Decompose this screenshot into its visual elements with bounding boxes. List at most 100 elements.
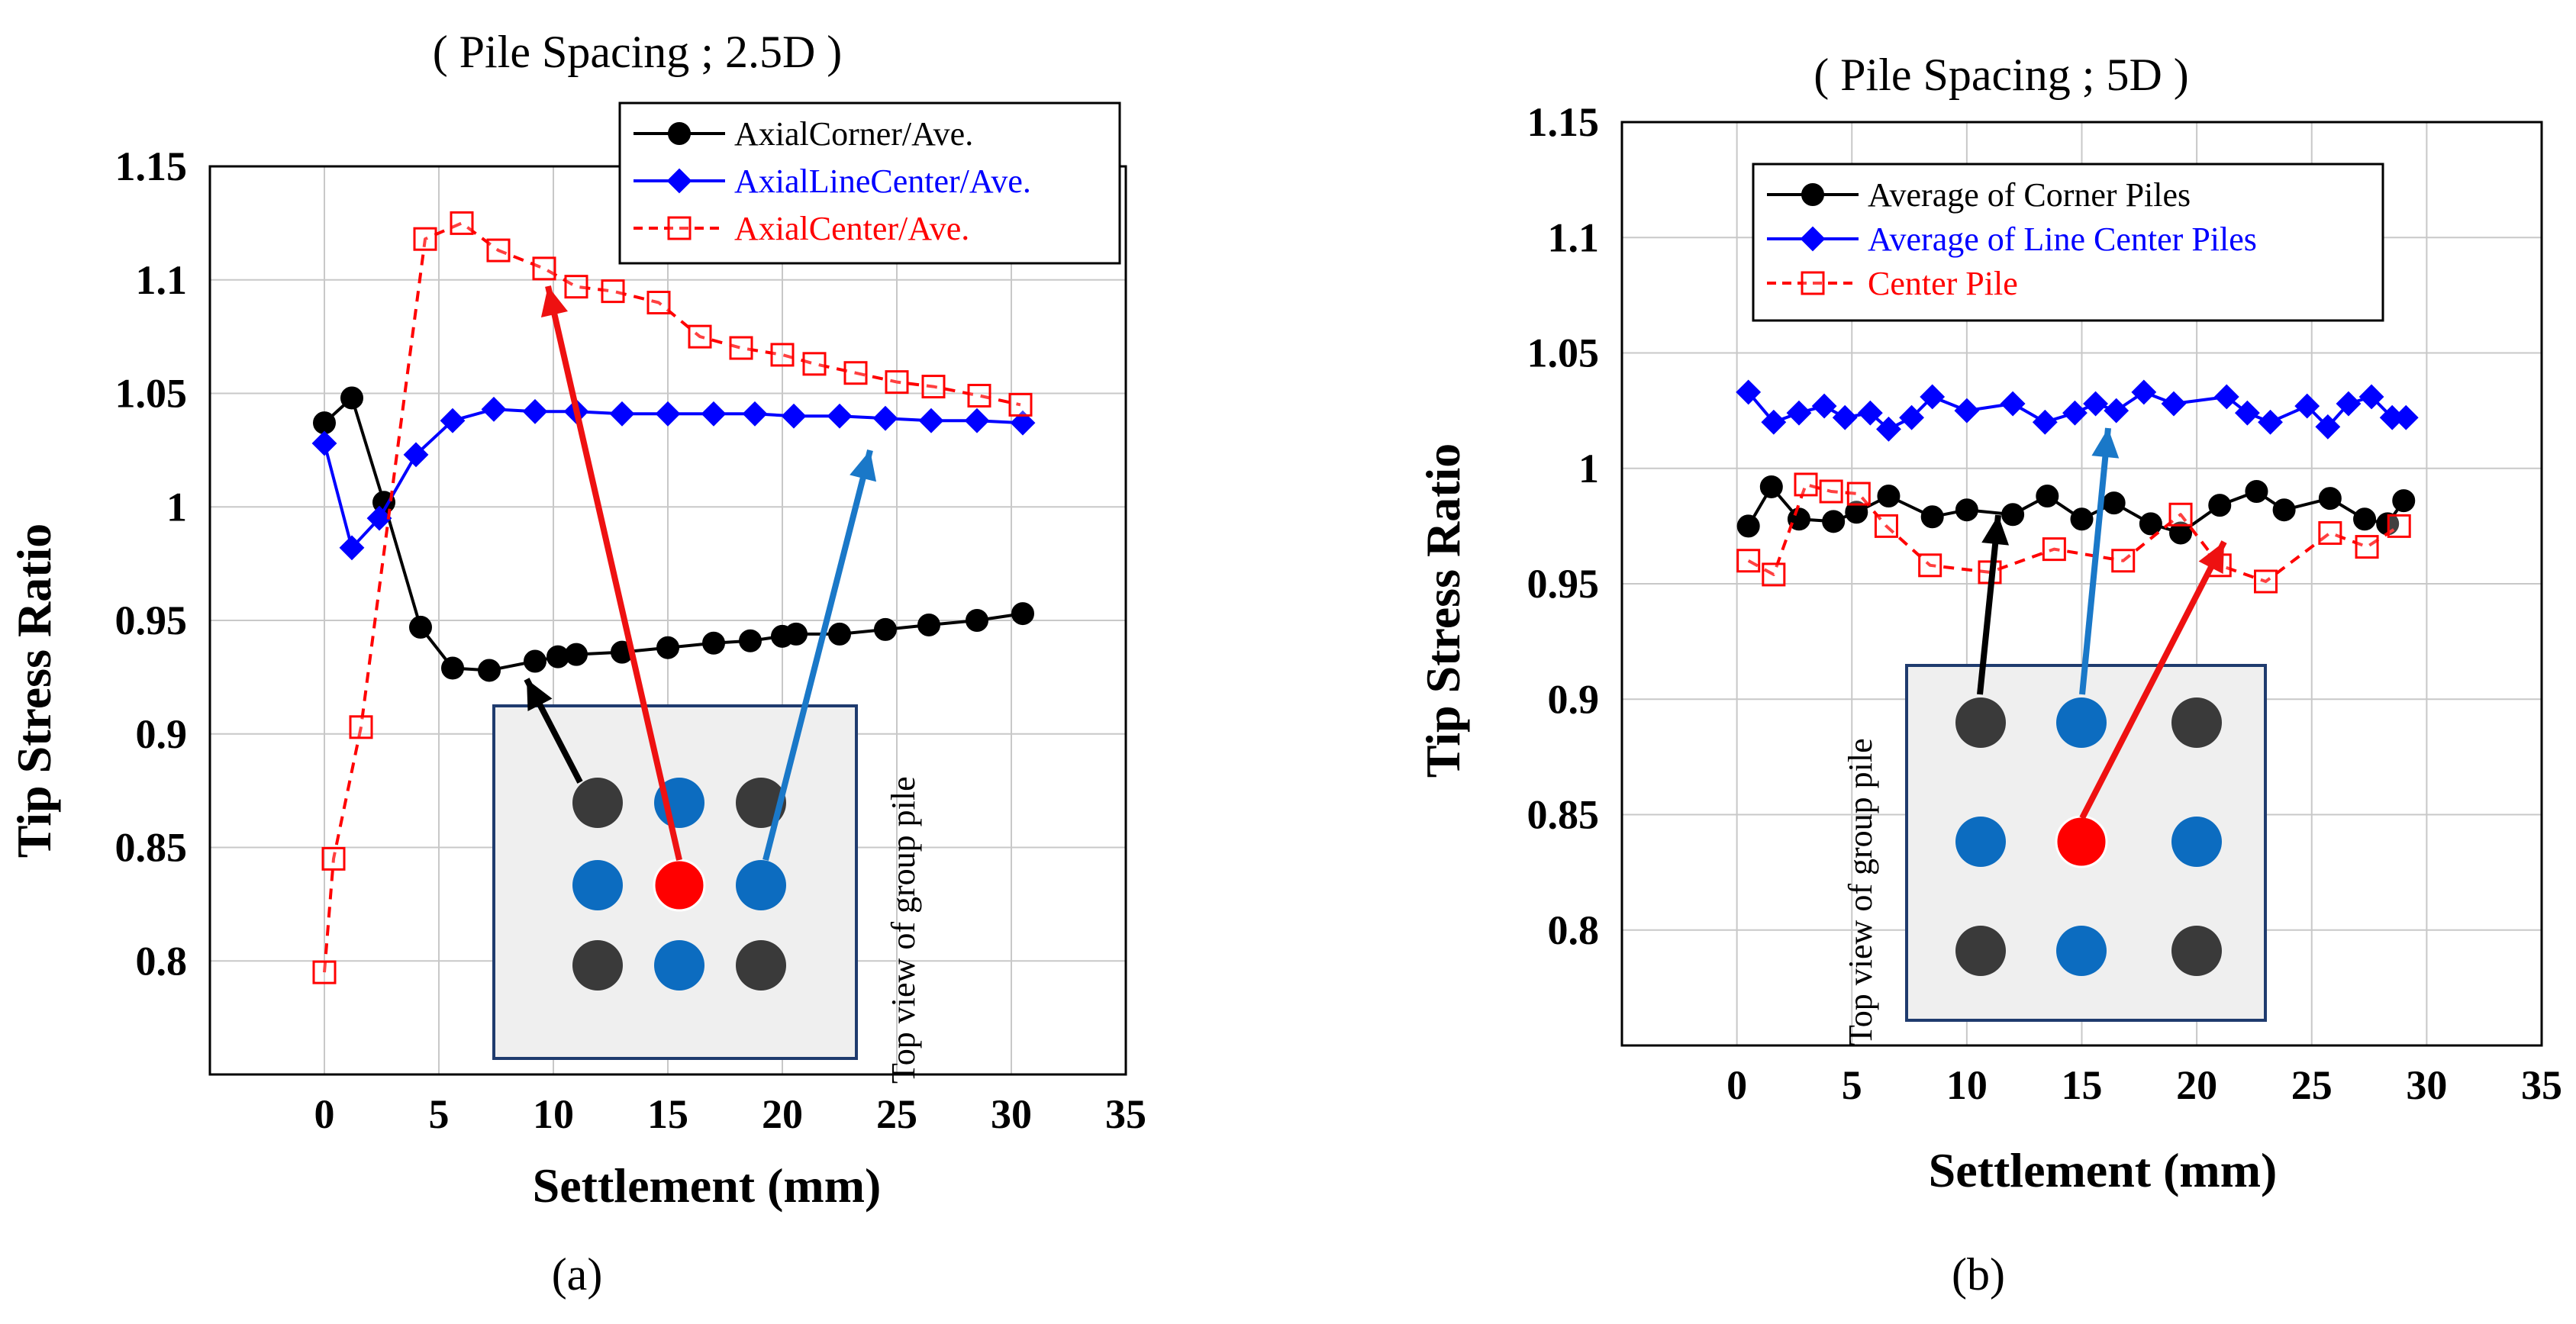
- data-point-b-1-25: [2393, 404, 2419, 430]
- data-point-b-2-2: [1794, 472, 1818, 497]
- data-point-a-0-8: [565, 643, 588, 666]
- data-point-a-1-13: [827, 403, 853, 429]
- data-point-b-1-16: [2161, 391, 2187, 417]
- data-point-a-1-9: [655, 401, 681, 427]
- plot-frame-b: [1620, 121, 2543, 1047]
- data-point-a-2-17: [967, 383, 991, 408]
- data-point-a-2-1: [321, 846, 346, 871]
- x-tick-label-a-5: 25: [876, 1091, 917, 1137]
- data-point-b-1-12: [2062, 400, 2088, 426]
- legend-label-a-2: AxialCenter/Ave.: [734, 210, 969, 247]
- arrow-corner-b-head: [1981, 515, 2010, 546]
- data-point-a-0-17: [917, 613, 940, 636]
- data-point-a-1-11: [742, 401, 768, 427]
- data-point-b-2-3: [1819, 479, 1843, 504]
- data-point-b-0-1: [1759, 475, 1783, 498]
- legend-marker-a-2: [667, 216, 692, 240]
- data-point-b-1-21: [2315, 414, 2341, 440]
- corner-pile-b-00: [1955, 697, 2006, 748]
- data-point-a-2-12: [770, 343, 795, 367]
- y-tick-label-b-5: 1.05: [1527, 330, 1600, 376]
- data-point-a-2-15: [885, 370, 909, 395]
- y-tick-label-a-7: 1.15: [115, 143, 188, 189]
- legend-label-b-0: Average of Corner Piles: [1868, 176, 2191, 214]
- data-point-a-0-5: [478, 659, 501, 682]
- data-point-a-2-4: [450, 211, 474, 235]
- corner-pile-b-02: [2171, 697, 2222, 748]
- series-line-a-2: [323, 221, 1021, 973]
- y-tick-label-a-3: 0.95: [115, 598, 188, 643]
- arrow-line-center-b: [2079, 427, 2111, 695]
- y-axis-label-b: Tip Stress Ratio: [1416, 443, 1470, 778]
- chart-title-a: ( Pile Spacing ; 2.5D ): [433, 27, 843, 77]
- data-point-a-2-7: [564, 275, 588, 299]
- series-a-0: [313, 386, 1034, 682]
- y-tick-label-a-2: 0.9: [136, 711, 188, 757]
- data-point-a-1-4: [440, 408, 466, 433]
- inset-label-b: Top view of group pile: [1842, 738, 1879, 1045]
- ticks-b: 0 5 10 15 20 25 30 35 0.8 0.85 0.9 0.95 1 1.05 1.1 1.15: [1527, 99, 2563, 1108]
- panel-b: ( Pile Spacing ; 5D ) Tip Stress Ratio S…: [1416, 50, 2562, 1300]
- data-point-a-1-0: [311, 430, 337, 456]
- data-point-b-1-13: [2083, 391, 2108, 417]
- data-point-a-2-6: [532, 256, 556, 281]
- legend-label-a-0: AxialCorner/Ave.: [734, 115, 973, 153]
- data-point-b-1-4: [1832, 404, 1858, 430]
- data-point-b-1-7: [1899, 404, 1924, 430]
- line-center-pile-a-12: [736, 860, 786, 910]
- data-point-b-1-10: [2000, 391, 2026, 417]
- x-axis-label-a: Settlement (mm): [533, 1158, 882, 1213]
- y-tick-label-b-7: 1.15: [1527, 99, 1600, 145]
- legend-b: Average of Corner Piles Average of Line C…: [1752, 163, 2384, 322]
- legend-label-a-1: AxialLineCenter/Ave.: [734, 163, 1031, 200]
- data-point-a-2-10: [688, 324, 712, 349]
- series-b-0: [1736, 475, 2416, 545]
- data-point-b-0-11: [2102, 491, 2126, 515]
- data-point-b-0-8: [2001, 503, 2025, 527]
- x-tick-label-b-1: 5: [1842, 1062, 1862, 1108]
- arrow-corner-a-head: [527, 679, 553, 712]
- data-point-b-2-12: [2254, 569, 2278, 594]
- data-point-a-0-11: [702, 631, 725, 655]
- data-point-a-0-14: [785, 622, 808, 646]
- data-point-a-1-6: [522, 398, 548, 424]
- corner-pile-b-22: [2171, 926, 2222, 976]
- data-point-a-1-10: [701, 401, 727, 427]
- data-point-a-1-16: [964, 408, 990, 433]
- data-point-b-1-17: [2213, 384, 2239, 410]
- data-point-b-0-12: [2139, 512, 2162, 536]
- legend-label-b-2: Center Pile: [1868, 265, 2018, 302]
- data-point-a-2-11: [729, 336, 753, 360]
- legend-label-b-1: Average of Line Center Piles: [1868, 221, 2257, 258]
- x-tick-label-a-7: 35: [1105, 1091, 1146, 1137]
- legend-box-b: [1752, 163, 2384, 322]
- data-point-a-1-3: [403, 442, 429, 468]
- panel-a: ( Pile Spacing ; 2.5D ) Tip Stress Ratio…: [7, 27, 1146, 1300]
- data-point-b-2-14: [2355, 535, 2379, 559]
- data-point-b-0-0: [1736, 514, 1760, 538]
- chart-title-b: ( Pile Spacing ; 5D ): [1814, 50, 2189, 100]
- data-point-a-2-9: [646, 291, 671, 314]
- legend-a: AxialCorner/Ave. AxialLineCenter/Ave. Axia…: [618, 101, 1121, 265]
- arrow-line-center-a-head: [850, 450, 877, 482]
- data-point-b-0-10: [2070, 507, 2094, 531]
- data-point-a-2-16: [921, 375, 946, 399]
- data-point-a-2-8: [601, 279, 625, 304]
- data-point-b-0-6: [1920, 505, 1944, 529]
- data-point-b-0-9: [2036, 485, 2059, 508]
- data-point-b-1-3: [1811, 393, 1837, 419]
- data-point-b-0-5: [1877, 485, 1901, 508]
- x-tick-label-b-3: 15: [2062, 1062, 2103, 1108]
- legend-marker-a-1: [666, 168, 692, 194]
- series-a-1: [311, 396, 1036, 561]
- data-point-a-1-8: [609, 401, 635, 427]
- x-axis-label-b: Settlement (mm): [1929, 1143, 2278, 1197]
- x-tick-label-b-2: 10: [1946, 1062, 1988, 1108]
- data-point-b-2-15: [2387, 514, 2411, 538]
- y-tick-label-b-6: 1.1: [1548, 214, 1600, 260]
- arrow-center-b: [2079, 540, 2227, 820]
- data-point-b-0-14: [2208, 494, 2232, 517]
- data-point-b-1-22: [2336, 391, 2362, 417]
- data-point-b-0-13: [2169, 521, 2193, 545]
- data-point-b-1-0: [1736, 379, 1762, 405]
